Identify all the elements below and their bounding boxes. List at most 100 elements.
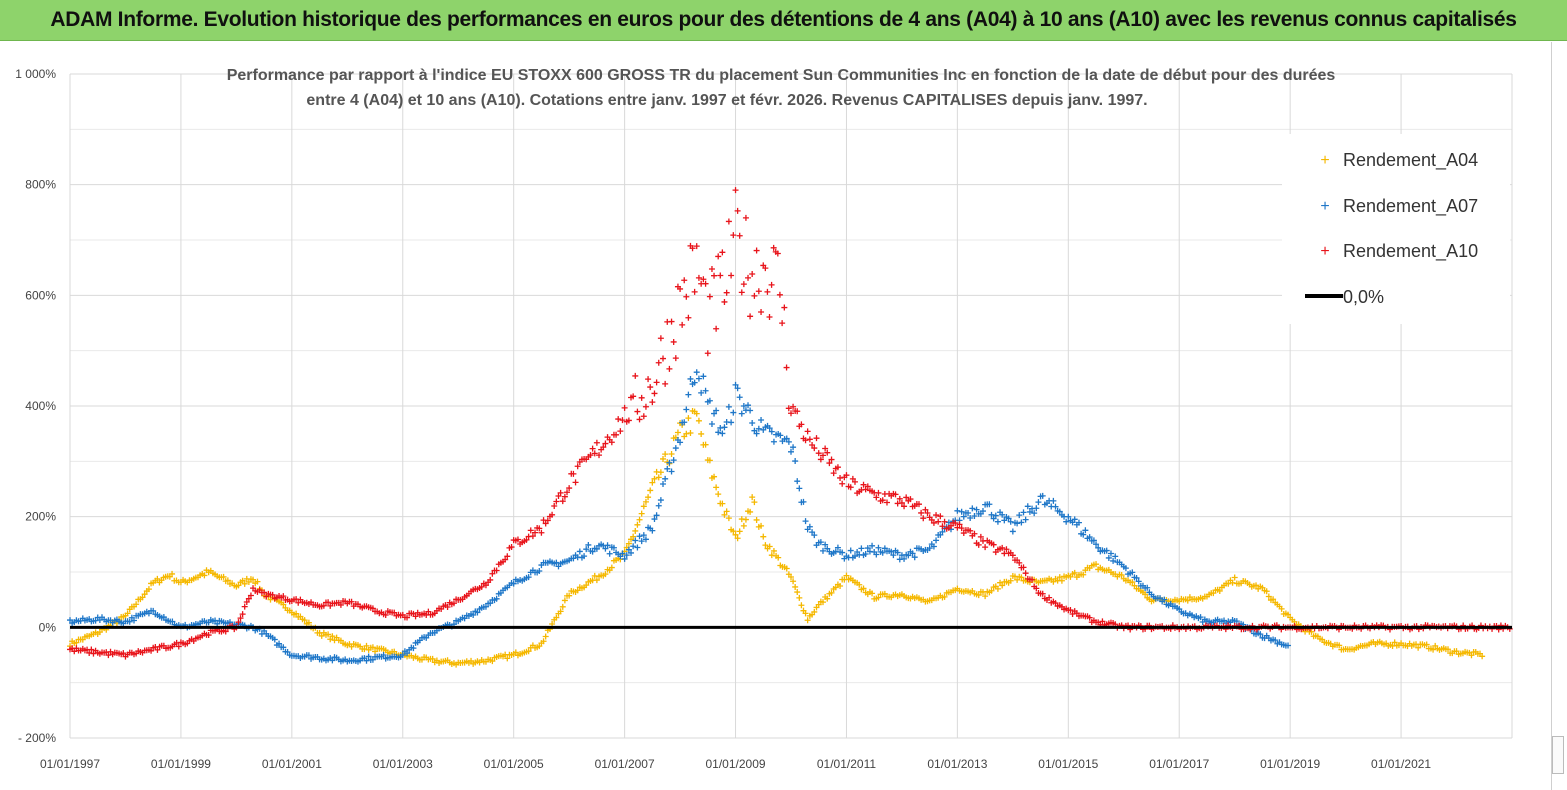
data-point <box>220 573 227 580</box>
data-point <box>169 618 176 625</box>
data-point <box>806 436 813 443</box>
data-point <box>561 597 568 604</box>
scrollbar-handle[interactable] <box>1552 736 1564 774</box>
data-point <box>1016 559 1023 566</box>
data-point <box>802 610 809 617</box>
data-point <box>88 646 95 653</box>
data-point <box>834 464 841 471</box>
data-point <box>1080 571 1087 578</box>
data-point <box>999 511 1006 518</box>
data-point <box>1022 570 1029 577</box>
data-point <box>708 266 715 273</box>
data-point <box>685 314 692 321</box>
data-point <box>802 437 809 444</box>
data-point <box>382 612 389 619</box>
data-point <box>1336 642 1343 649</box>
data-point <box>1129 569 1136 576</box>
data-point <box>794 589 801 596</box>
data-point <box>632 527 639 534</box>
data-point <box>847 484 854 491</box>
data-point <box>160 614 167 621</box>
data-point <box>883 499 890 506</box>
data-point <box>999 582 1006 589</box>
data-point <box>1142 591 1149 598</box>
data-point <box>662 475 669 482</box>
data-point <box>924 509 931 516</box>
data-point <box>1110 557 1117 564</box>
data-point <box>133 601 140 608</box>
data-point <box>657 335 664 342</box>
data-point <box>470 612 477 619</box>
data-point <box>549 511 556 518</box>
data-point <box>224 577 231 584</box>
data-point <box>271 636 278 643</box>
data-point <box>649 479 656 486</box>
data-point <box>566 592 573 599</box>
data-point <box>1031 510 1038 517</box>
data-point <box>806 523 813 530</box>
data-point <box>593 439 600 446</box>
data-point <box>785 438 792 445</box>
data-point <box>837 582 844 589</box>
data-point <box>1020 564 1027 571</box>
data-point <box>762 265 769 272</box>
data-point <box>1058 577 1065 584</box>
data-point <box>504 655 511 662</box>
data-point <box>804 428 811 435</box>
data-point <box>783 565 790 572</box>
data-point <box>711 473 718 480</box>
data-point <box>770 244 777 251</box>
data-point <box>576 548 583 555</box>
data-point <box>363 642 370 649</box>
data-point <box>790 403 797 410</box>
data-point <box>564 489 571 496</box>
data-point <box>753 247 760 254</box>
data-point <box>783 364 790 371</box>
data-point <box>638 394 645 401</box>
data-point <box>1024 503 1031 510</box>
data-point <box>636 416 643 423</box>
data-point <box>649 399 656 406</box>
data-point <box>745 402 752 409</box>
data-point <box>715 491 722 498</box>
data-point <box>608 564 615 571</box>
data-point <box>851 553 858 560</box>
data-point <box>1161 596 1168 603</box>
data-point <box>740 281 747 288</box>
data-point <box>988 587 995 594</box>
data-point <box>237 615 244 622</box>
data-point <box>873 494 880 501</box>
data-point <box>973 506 980 513</box>
data-point <box>730 232 737 239</box>
data-point <box>941 518 948 525</box>
x-tick-label: 01/01/2005 <box>484 757 544 771</box>
data-point <box>625 417 632 424</box>
data-point <box>593 577 600 584</box>
data-point <box>856 581 863 588</box>
data-point <box>1415 644 1422 651</box>
data-point <box>1056 574 1063 581</box>
data-point <box>1103 547 1110 554</box>
data-point <box>907 496 914 503</box>
data-point <box>243 598 250 605</box>
data-point <box>295 599 302 606</box>
data-point <box>700 276 707 283</box>
data-point <box>896 495 903 502</box>
subtitle-line-2: entre 4 (A04) et 10 ans (A10). Cotations… <box>306 92 1147 109</box>
data-point <box>1029 576 1036 583</box>
data-point <box>154 575 161 582</box>
data-point <box>566 485 573 492</box>
data-point <box>672 445 679 452</box>
legend-label-a07: Rendement_A07 <box>1343 196 1478 217</box>
data-point <box>826 460 833 467</box>
data-point <box>647 384 654 391</box>
x-tick-label: 01/01/2011 <box>817 757 876 771</box>
data-point <box>738 410 745 417</box>
data-point <box>982 544 989 551</box>
data-point <box>487 576 494 583</box>
data-point <box>337 601 344 608</box>
data-point <box>660 481 667 488</box>
data-point <box>926 545 933 552</box>
data-point <box>502 556 509 563</box>
data-point <box>860 585 867 592</box>
